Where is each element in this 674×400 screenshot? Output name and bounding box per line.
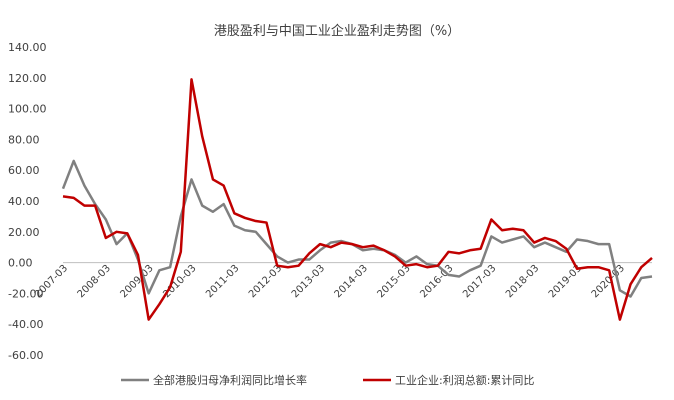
x-tick-label: 2009-03 <box>118 263 155 300</box>
x-tick-label: 2008-03 <box>76 263 113 300</box>
y-tick-label: 0.00 <box>8 257 33 270</box>
legend-label: 全部港股归母净利润同比增长率 <box>153 373 307 387</box>
series-line-industrial-profit <box>62 78 653 321</box>
y-tick-label: -60.00 <box>8 349 43 362</box>
x-tick-label: 2007-03 <box>33 263 70 300</box>
x-axis: 2007-03 2008-03 2009-03 2010-03 2011-03 2012-… <box>33 262 652 300</box>
x-tick-label: 2012-03 <box>247 263 284 300</box>
y-tick-label: 120.00 <box>8 72 47 85</box>
y-tick-label: 100.00 <box>8 103 47 116</box>
x-tick-label: 2016-03 <box>418 263 455 300</box>
series-line-hk-profit <box>61 159 653 298</box>
legend-item-industrial-profit: 工业企业:利润总额:累计同比 <box>363 373 534 387</box>
y-tick-label: 40.00 <box>8 195 40 208</box>
y-tick-label: 20.00 <box>8 226 40 239</box>
x-tick-label: 2017-03 <box>461 263 498 300</box>
y-tick-label: 140.00 <box>8 41 47 54</box>
legend-item-hk-profit: 全部港股归母净利润同比增长率 <box>121 373 307 387</box>
legend-label: 工业企业:利润总额:累计同比 <box>395 373 534 387</box>
y-tick-label: -40.00 <box>8 318 43 331</box>
y-tick-label: -20.00 <box>8 287 43 300</box>
x-tick-label: 2015-03 <box>375 263 412 300</box>
chart-title: 港股盈利与中国工业企业盈利走势图（%） <box>214 23 460 39</box>
x-tick-label: 2013-03 <box>290 263 327 300</box>
legend: 全部港股归母净利润同比增长率 工业企业:利润总额:累计同比 <box>121 373 534 387</box>
y-axis-ticks: 140.00 120.00 100.00 80.00 60.00 40.00 20.00 0.… <box>8 41 47 362</box>
series-lines <box>61 78 653 321</box>
x-tick-label: 2014-03 <box>333 263 370 300</box>
y-tick-label: 60.00 <box>8 164 40 177</box>
y-tick-label: 80.00 <box>8 133 40 146</box>
x-tick-label: 2011-03 <box>204 263 241 300</box>
x-tick-label: 2020-03 <box>590 263 627 300</box>
x-tick-label: 2018-03 <box>504 263 541 300</box>
